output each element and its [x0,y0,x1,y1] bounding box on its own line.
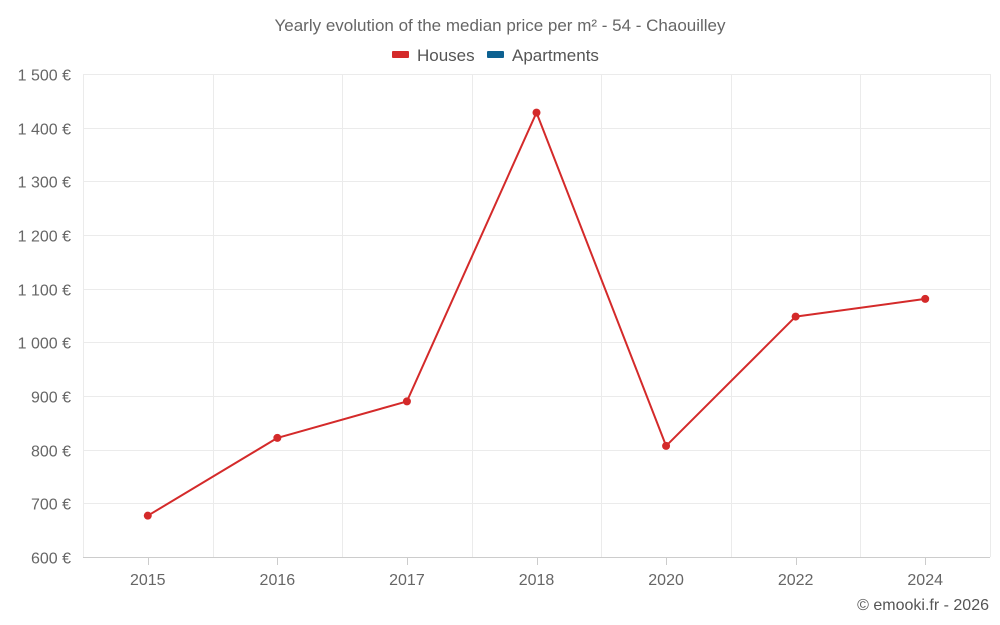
y-tick-label: 1 100 € [18,283,71,300]
legend: Houses Apartments [392,46,599,65]
x-tick-label: 2022 [778,572,814,589]
x-tick-label: 2016 [260,572,296,589]
y-tick-label: 1 300 € [18,175,71,192]
y-tick-label: 1 500 € [18,68,71,85]
y-gridlines [83,74,990,504]
data-point-houses-2016[interactable] [273,433,282,442]
data-point-houses-2020[interactable] [662,441,671,450]
legend-swatch-apartments[interactable] [487,51,504,58]
x-tick-label: 2024 [907,572,943,589]
credit-text: © emooki.fr - 2026 [857,597,989,614]
legend-label-apartments[interactable]: Apartments [512,46,599,65]
y-axis-labels: 600 € 700 € 800 € 900 € 1 000 € 1 100 € 1 200 … [18,68,71,568]
y-tick-label: 900 € [31,390,71,407]
y-tick-label: 800 € [31,444,71,461]
data-point-houses-2018[interactable] [532,108,541,117]
legend-label-houses[interactable]: Houses [417,46,475,65]
x-tick-label: 2018 [519,572,555,589]
x-tick-label: 2015 [130,572,166,589]
data-point-houses-2017[interactable] [402,397,411,406]
y-tick-label: 700 € [31,497,71,514]
data-point-houses-2022[interactable] [791,312,800,321]
series-lines [147,111,926,517]
chart-title: Yearly evolution of the median price per… [274,16,726,35]
x-tick-label: 2020 [648,572,684,589]
x-tick-label: 2017 [389,572,425,589]
x-gridlines [83,74,991,557]
x-axis-labels: 2015 2016 2017 2018 2020 2022 2024 [130,557,943,589]
y-tick-label: 1 400 € [18,122,71,139]
data-point-houses-2024[interactable] [921,294,930,303]
y-tick-label: 1 000 € [18,336,71,353]
y-tick-label: 1 200 € [18,229,71,246]
series-line-houses [147,111,926,517]
data-point-houses-2015[interactable] [143,511,152,520]
y-tick-label: 600 € [31,551,71,568]
legend-swatch-houses[interactable] [392,51,409,58]
data-points [143,108,930,520]
